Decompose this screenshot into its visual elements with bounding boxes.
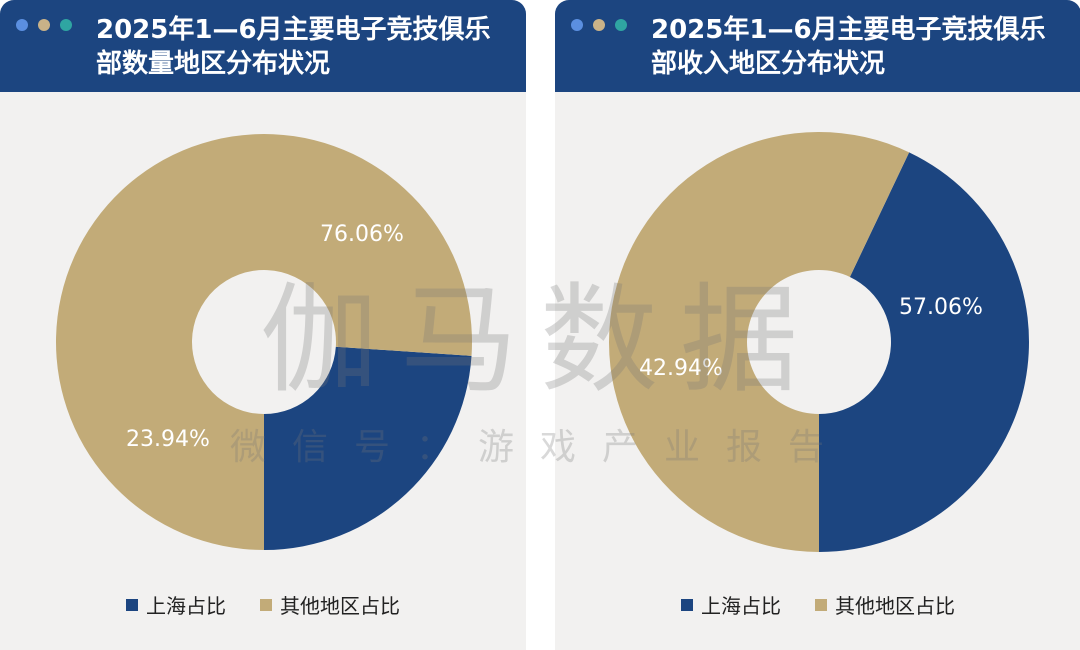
chart-panel-revenue: 2025年1—6月主要电子竞技俱乐部收入地区分布状况 42.94% 57.06% … (555, 0, 1080, 650)
header-dots (16, 19, 72, 31)
panel-header: 2025年1—6月主要电子竞技俱乐部数量地区分布状况 (0, 0, 526, 92)
legend-swatch-shanghai (126, 598, 138, 611)
teal-dot-icon (615, 19, 627, 31)
chart-title: 2025年1—6月主要电子竞技俱乐部收入地区分布状况 (651, 15, 1046, 79)
gold-dot-icon (38, 19, 50, 31)
teal-dot-icon (60, 19, 72, 31)
legend-swatch-other (260, 598, 272, 611)
legend-item-other: 其他地区占比 (260, 590, 400, 619)
legend-item-shanghai: 上海占比 (126, 590, 226, 619)
data-label: 57.06% (899, 295, 983, 320)
legend-item-other: 其他地区占比 (815, 590, 955, 619)
legend: 上海占比 其他地区占比 (555, 590, 1080, 619)
legend-label: 上海占比 (701, 594, 781, 618)
legend-swatch-other (815, 598, 827, 611)
slice-other (56, 134, 473, 550)
donut-chart: 42.94% 57.06% (609, 132, 1029, 553)
slice-other (609, 132, 910, 553)
legend-item-shanghai: 上海占比 (681, 590, 781, 619)
data-label: 76.06% (320, 222, 404, 247)
blue-dot-icon (16, 19, 28, 31)
gold-dot-icon (593, 19, 605, 31)
data-label: 23.94% (126, 427, 210, 452)
legend-label: 上海占比 (146, 594, 226, 618)
donut-chart: 23.94% 76.06% (56, 134, 473, 550)
header-dots (571, 19, 627, 31)
chart-panel-clubs: 2025年1—6月主要电子竞技俱乐部数量地区分布状况 23.94% 76.06% … (0, 0, 526, 650)
panel-header: 2025年1—6月主要电子竞技俱乐部收入地区分布状况 (555, 0, 1080, 92)
legend-swatch-shanghai (681, 598, 693, 611)
blue-dot-icon (571, 19, 583, 31)
slice-shanghai (819, 152, 1029, 552)
legend-label: 其他地区占比 (280, 594, 400, 618)
chart-title: 2025年1—6月主要电子竞技俱乐部数量地区分布状况 (96, 15, 491, 79)
legend: 上海占比 其他地区占比 (0, 590, 526, 619)
data-label: 42.94% (639, 356, 723, 381)
legend-label: 其他地区占比 (835, 594, 955, 618)
slice-shanghai (264, 346, 472, 550)
